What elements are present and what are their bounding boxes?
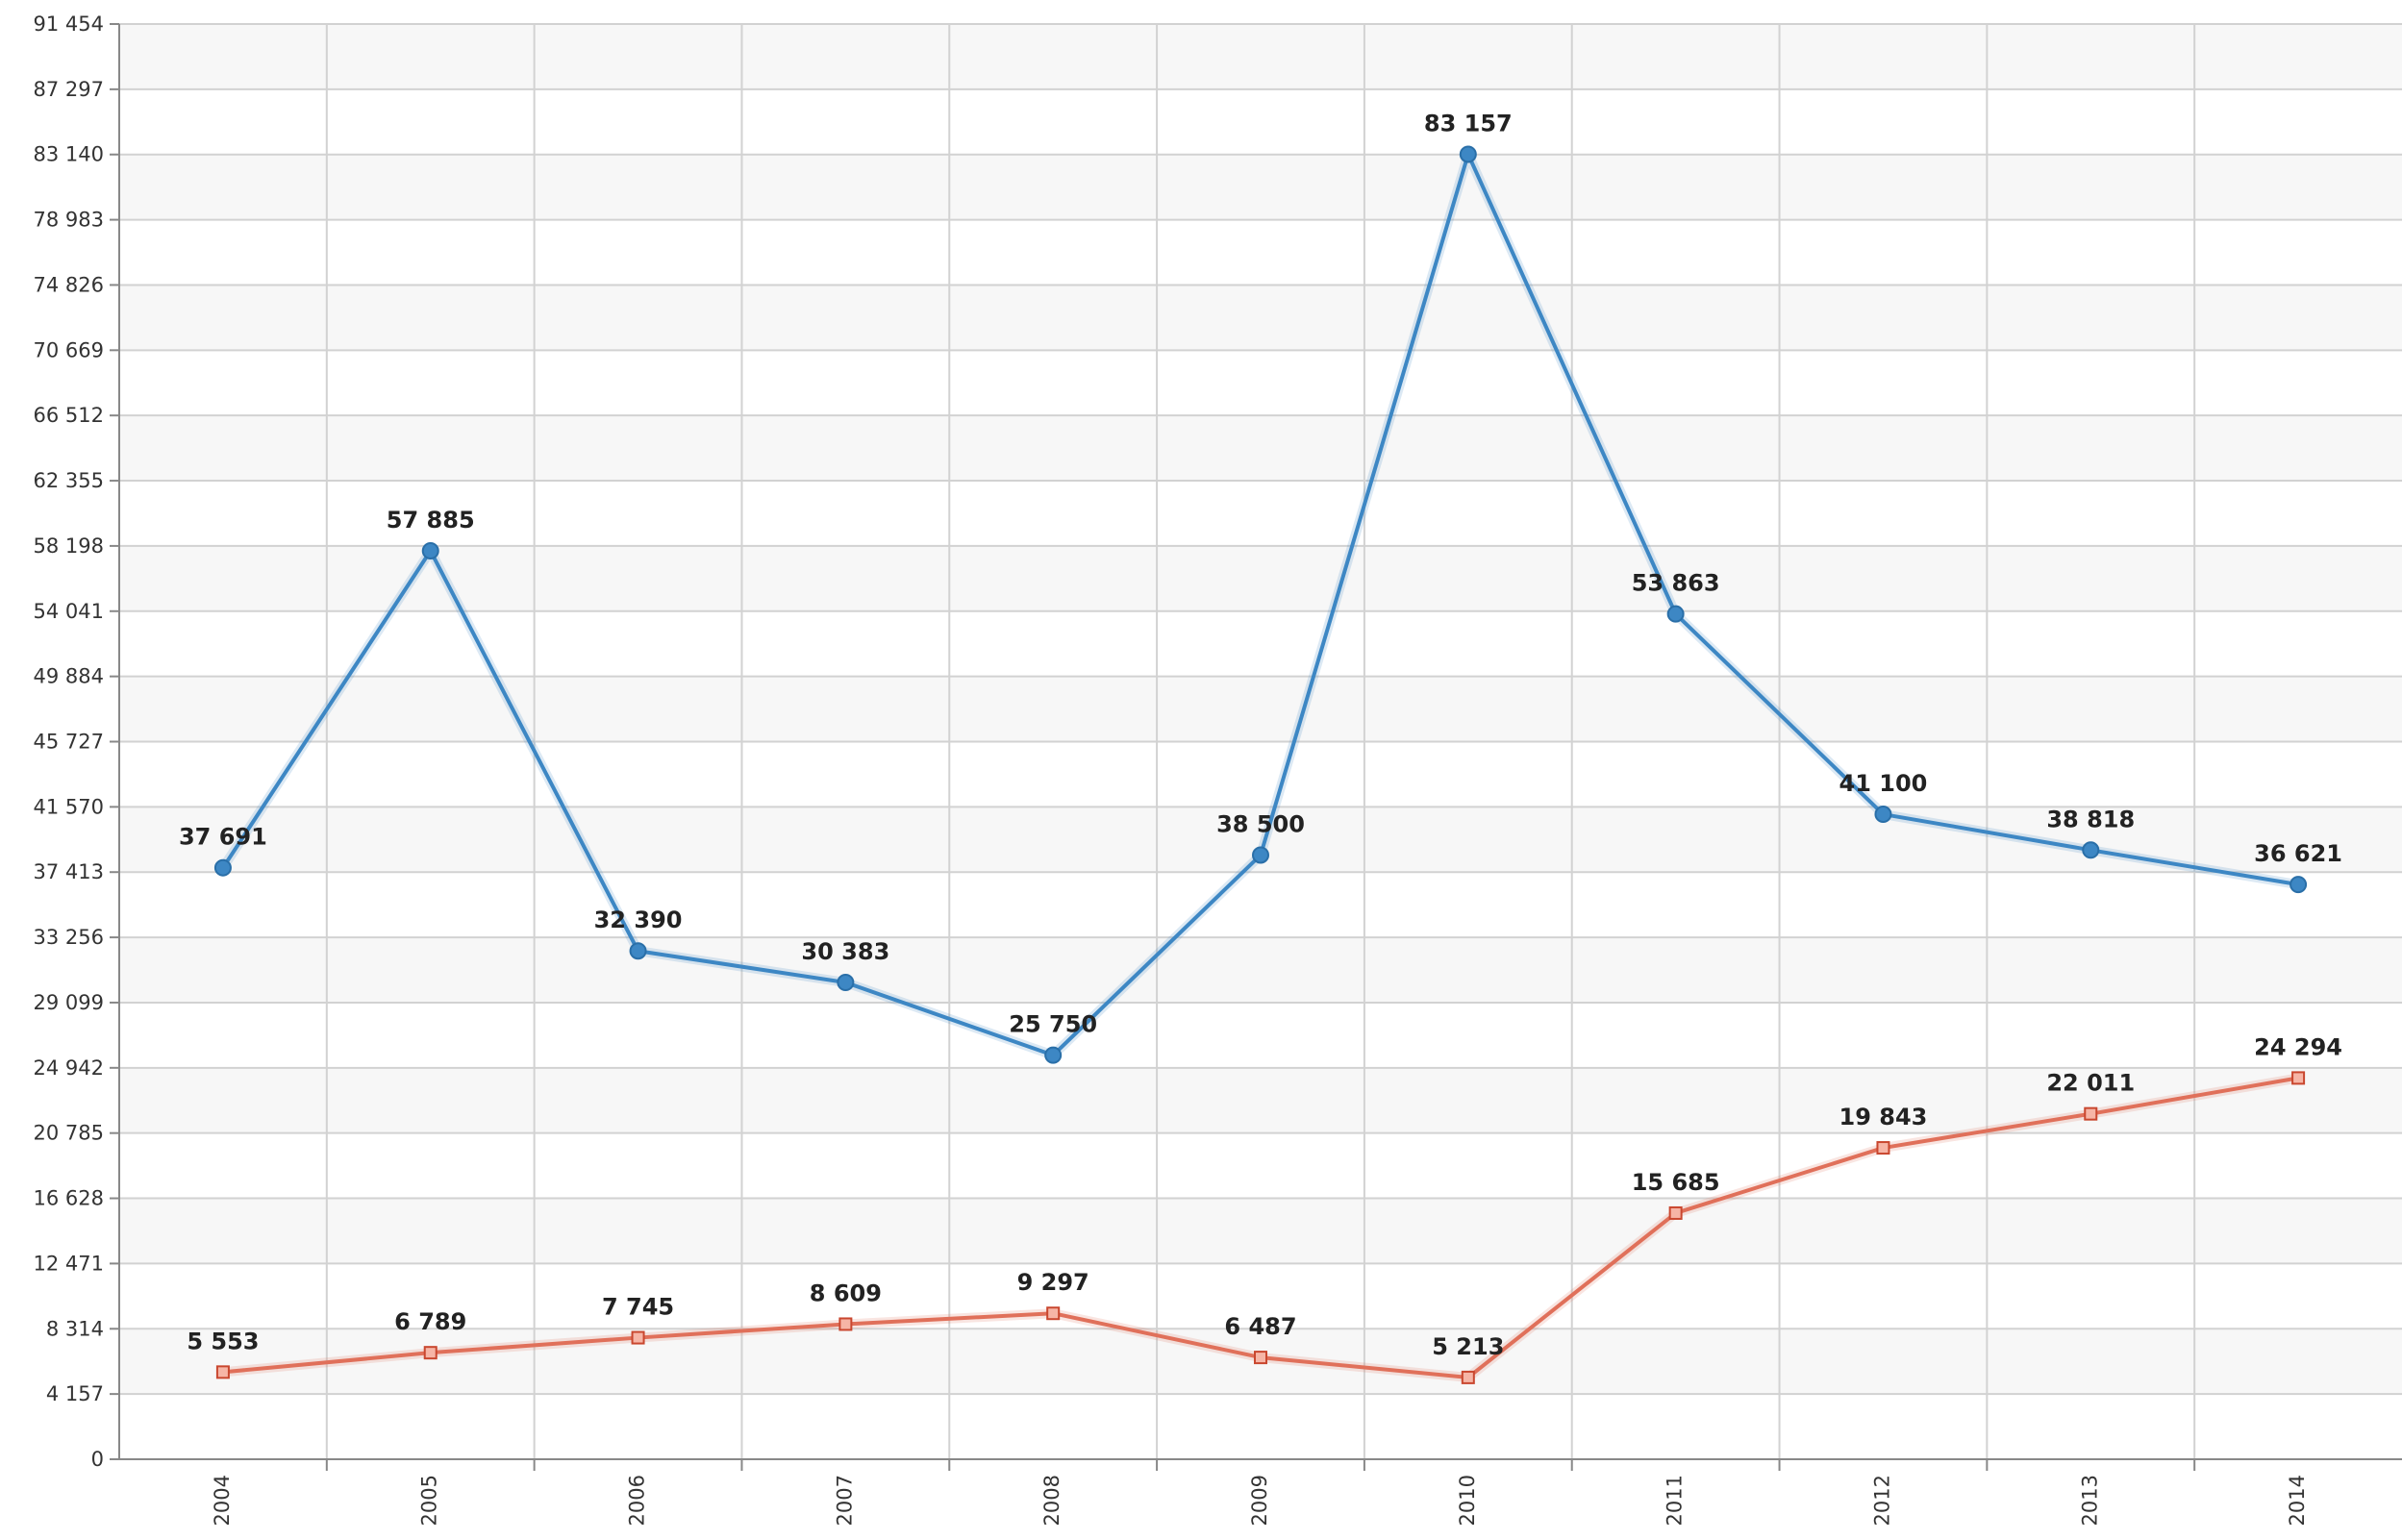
series-1-point	[1874, 806, 1892, 824]
data-label: 15 685	[1632, 1169, 1720, 1196]
series-2-point	[838, 1317, 853, 1331]
x-tick-label: 2007	[833, 1475, 856, 1526]
data-label: 19 843	[1839, 1104, 1928, 1130]
series-2-point	[423, 1346, 438, 1360]
plot-band	[119, 415, 2402, 482]
y-tick-label: 0	[91, 1448, 104, 1471]
series-1-point	[2289, 876, 2308, 894]
plot-band	[119, 1198, 2402, 1264]
y-tick-label: 87 297	[34, 78, 104, 101]
y-tick-label: 66 512	[34, 404, 104, 427]
y-tick-label: 20 785	[34, 1122, 104, 1145]
data-label: 6 789	[394, 1308, 466, 1335]
series-2-point	[1876, 1141, 1890, 1155]
data-label: 36 621	[2254, 840, 2342, 867]
data-label: 8 609	[810, 1279, 882, 1306]
series-1-point	[421, 542, 439, 560]
plot-band	[119, 24, 2402, 89]
y-axis-ticks: 0 4 157 8 314 12 471 16 628 20 785 24 942 29 09…	[34, 12, 119, 1471]
y-tick-label: 54 041	[34, 600, 104, 623]
y-tick-label: 24 942	[34, 1056, 104, 1080]
x-tick-label: 2006	[626, 1475, 649, 1526]
y-tick-label: 12 471	[34, 1252, 104, 1275]
series-1-point	[2082, 841, 2100, 859]
plot-band	[119, 937, 2402, 1003]
y-tick-label: 74 826	[34, 273, 104, 296]
series-1-point	[629, 942, 647, 960]
series-1-point	[1044, 1046, 1063, 1064]
data-label: 83 157	[1424, 110, 1513, 137]
series-2-point	[215, 1365, 230, 1379]
series-2-point	[2291, 1071, 2306, 1085]
y-tick-label: 62 355	[34, 469, 104, 492]
series-1-point	[1252, 846, 1269, 864]
data-label: 41 100	[1839, 770, 1928, 797]
plot-bands	[119, 24, 2402, 1395]
data-label: 25 750	[1009, 1011, 1097, 1038]
y-tick-label: 4 157	[46, 1382, 104, 1405]
y-tick-label: 33 256	[34, 926, 104, 949]
plot-band	[119, 676, 2402, 742]
plot-band	[119, 1067, 2402, 1133]
data-label: 24 294	[2254, 1033, 2342, 1060]
series-2-point	[1461, 1370, 1475, 1384]
data-label: 9 297	[1017, 1269, 1089, 1296]
series-1-point	[213, 858, 232, 877]
x-tick-label: 2009	[1248, 1475, 1271, 1526]
data-label: 7 745	[602, 1294, 674, 1321]
x-axis-ticks: 2004 2005 2006 2007 2008 2009 2010 2011 2012 2013…	[211, 1459, 2309, 1526]
data-label: 30 383	[801, 938, 889, 965]
y-tick-label: 49 884	[34, 665, 104, 688]
series-1-point	[1459, 145, 1477, 163]
y-tick-label: 41 570	[34, 795, 104, 818]
x-tick-label: 2014	[2286, 1475, 2309, 1526]
y-tick-label: 78 983	[34, 209, 104, 232]
x-tick-label: 2010	[1456, 1475, 1479, 1526]
y-tick-label: 91 454	[34, 12, 104, 36]
data-label: 22 011	[2046, 1070, 2135, 1097]
data-label: 6 487	[1224, 1313, 1296, 1340]
data-label: 5 553	[187, 1328, 259, 1354]
series-2-point	[1254, 1351, 1267, 1365]
x-tick-label: 2013	[2078, 1475, 2101, 1526]
x-tick-label: 2012	[1870, 1475, 1893, 1526]
x-tick-label: 2008	[1040, 1475, 1063, 1526]
data-labels: 37 691 57 885 32 390 30 383 25 750 38 500 83 1…	[179, 110, 2342, 1359]
y-tick-label: 37 413	[34, 860, 104, 883]
x-tick-label: 2005	[418, 1475, 441, 1526]
data-label: 57 885	[387, 507, 475, 534]
series-1-point	[837, 973, 855, 991]
plot-band	[119, 154, 2402, 220]
data-label: 5 213	[1432, 1333, 1504, 1360]
data-label: 38 500	[1216, 810, 1305, 837]
x-tick-label: 2004	[211, 1475, 234, 1526]
y-tick-label: 58 198	[34, 534, 104, 558]
y-tick-label: 8 314	[46, 1317, 104, 1340]
y-tick-label: 83 140	[34, 143, 104, 166]
series-2-point	[1046, 1306, 1061, 1321]
y-tick-label: 45 727	[34, 731, 104, 754]
y-tick-label: 16 628	[34, 1187, 104, 1210]
series-2-point	[1668, 1205, 1683, 1220]
y-tick-label: 70 669	[34, 338, 104, 361]
series-2-point	[631, 1330, 645, 1345]
series-2-point	[2084, 1106, 2098, 1121]
x-tick-label: 2011	[1664, 1475, 1687, 1526]
data-label: 32 390	[594, 907, 683, 933]
plot-band	[119, 545, 2402, 611]
series-1-point	[1666, 605, 1685, 623]
data-label: 38 818	[2046, 806, 2135, 832]
gridlines	[119, 23, 2402, 1459]
plot-band	[119, 285, 2402, 351]
data-label: 53 863	[1632, 570, 1720, 597]
y-tick-label: 29 099	[34, 991, 104, 1014]
data-series	[213, 145, 2308, 1384]
data-label: 37 691	[179, 824, 267, 851]
